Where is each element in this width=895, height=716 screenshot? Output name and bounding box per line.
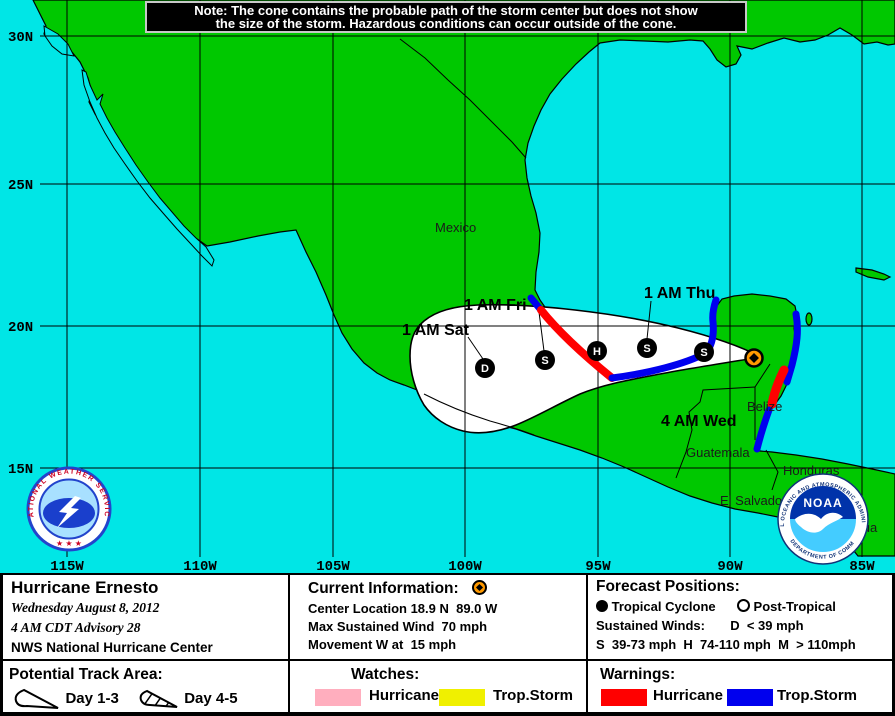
coastline-through-cone [423, 393, 535, 436]
ts-warning-quintana-roo [783, 310, 801, 386]
us-mexico-border [399, 38, 527, 159]
cone-day45-icon [139, 689, 178, 708]
lon-label-115w: 115W [50, 559, 84, 573]
forecast-positions-title: Forecast Positions: [596, 578, 740, 595]
lat-label-15n: 15N [8, 462, 33, 478]
lon-label-100w: 100W [448, 559, 482, 573]
hurricane-warning-belize [767, 365, 789, 409]
storm-agency: NWS National Hurricane Center [11, 640, 213, 655]
lat-label-20n: 20N [8, 320, 33, 336]
forecast-map: 1 AM Thu 1 AM Fri 1 AM Sat 4 AM Wed D S … [0, 0, 895, 573]
legend-panel: Hurricane Ernesto Wednesday August 8, 20… [0, 573, 895, 716]
cozumel-island [805, 312, 813, 326]
legend-divider-horizontal [3, 659, 892, 661]
current-position-marker [744, 348, 764, 368]
current-wind: Max Sustained Wind 70 mph [308, 619, 488, 634]
track-label-thu: 1 AM Thu [644, 285, 715, 302]
lon-label-105w: 105W [316, 559, 350, 573]
marker-letter: S [541, 355, 548, 367]
ts-watch-swatch [439, 689, 485, 706]
pointer-thu [646, 300, 652, 340]
current-info-title: Current Information: [308, 579, 488, 598]
belize-borders [754, 363, 771, 440]
marker-36h: H [587, 341, 607, 361]
place-label-mexico: Mexico [435, 220, 476, 235]
marker-letter: S [643, 343, 650, 355]
marker-letter: D [481, 363, 489, 375]
hurricane-watch-label: Hurricane [369, 687, 440, 704]
noaa-name: NOAA [803, 496, 842, 510]
storm-date: Wednesday August 8, 2012 [11, 600, 160, 615]
marker-72h: D [475, 358, 495, 378]
place-label-belize: Belize [747, 399, 782, 414]
day13-label: Day 1-3 [65, 690, 119, 708]
forecast-position-markers: D S H S S [475, 338, 764, 378]
track-label-sat: 1 AM Sat [402, 322, 470, 339]
gulf-of-california [81, 69, 215, 267]
current-position-icon [472, 580, 487, 595]
watches-title: Watches: [351, 666, 420, 683]
marker-24h: S [637, 338, 657, 358]
ts-warning-swatch [727, 689, 773, 706]
hurricane-warning-veracruz [537, 306, 616, 382]
lon-label-95w: 95W [585, 559, 611, 573]
nws-logo: NATIONAL WEATHER SERVICE ★ ★ ★ [26, 466, 112, 552]
marker-letter: H [593, 346, 601, 358]
note-line-1: Note: The cone contains the probable pat… [194, 3, 698, 18]
hurricane-watch-swatch [315, 689, 361, 706]
pointer-fri [538, 311, 545, 352]
marker-12h: S [694, 342, 714, 362]
pointer-sat [467, 336, 484, 360]
forecast-positions-line: Tropical Cyclone Post-Tropical [596, 599, 836, 614]
ts-watch-label: Trop.Storm [493, 687, 574, 704]
hurricane-warning-swatch [601, 689, 647, 706]
guatemala-honduras-border [765, 449, 779, 491]
ts-warning-south-belize [753, 406, 773, 453]
track-area-icons: Day 1-3 Day 4-5 [11, 687, 238, 711]
current-movement: Movement W at 15 mph [308, 637, 457, 652]
storm-advisory: 4 AM CDT Advisory 28 [11, 620, 141, 635]
track-area-title: Potential Track Area: [9, 666, 163, 683]
legend-divider-1 [288, 575, 290, 712]
tropical-cyclone-label: Tropical Cyclone [611, 599, 716, 614]
place-label-el-salvador: El Salvador [720, 493, 787, 508]
marker-letter: S [700, 347, 707, 359]
lat-label-25n: 25N [8, 178, 33, 194]
mexico-guatemala-border [675, 386, 756, 479]
warnings-title: Warnings: [600, 666, 676, 683]
hurricane-warning-label: Hurricane [653, 687, 724, 704]
noaa-logo: NOAA NATIONAL OCEANIC AND ATMOSPHERIC AD… [777, 473, 869, 565]
ts-warning-label: Trop.Storm [777, 687, 858, 704]
tropical-cyclone-icon [596, 600, 608, 612]
note-line-2: the size of the storm. Hazardous conditi… [216, 16, 677, 31]
post-tropical-label: Post-Tropical [753, 599, 836, 614]
cone-day13-icon [14, 688, 59, 709]
wind-scale-line: S 39-73 mph H 74-110 mph M > 110mph [596, 637, 856, 652]
marker-48h: S [535, 350, 555, 370]
lon-label-85w: 85W [849, 559, 875, 573]
note-banner: Note: The cone contains the probable pat… [145, 1, 747, 33]
storm-title: Hurricane Ernesto [11, 578, 159, 597]
forecast-cone [409, 303, 764, 434]
track-label-wed: 4 AM Wed [661, 413, 737, 430]
ts-warning-campeche [608, 296, 720, 382]
track-label-fri: 1 AM Fri [464, 297, 527, 314]
current-info-title-text: Current Information: [308, 580, 459, 597]
current-location: Center Location 18.9 N 89.0 W [308, 601, 498, 616]
place-label-guatemala: Guatemala [686, 445, 750, 460]
cuba-west-tip [855, 267, 892, 281]
lon-label-110w: 110W [183, 559, 217, 573]
lon-label-90w: 90W [717, 559, 743, 573]
day45-label: Day 4-5 [184, 690, 238, 708]
sustained-winds-line: Sustained Winds: D < 39 mph [596, 618, 804, 633]
legend-divider-2 [586, 575, 588, 712]
graticule [40, 0, 895, 557]
post-tropical-icon [736, 599, 750, 612]
nws-stars: ★ ★ ★ [56, 539, 82, 548]
lat-label-30n: 30N [8, 30, 33, 46]
